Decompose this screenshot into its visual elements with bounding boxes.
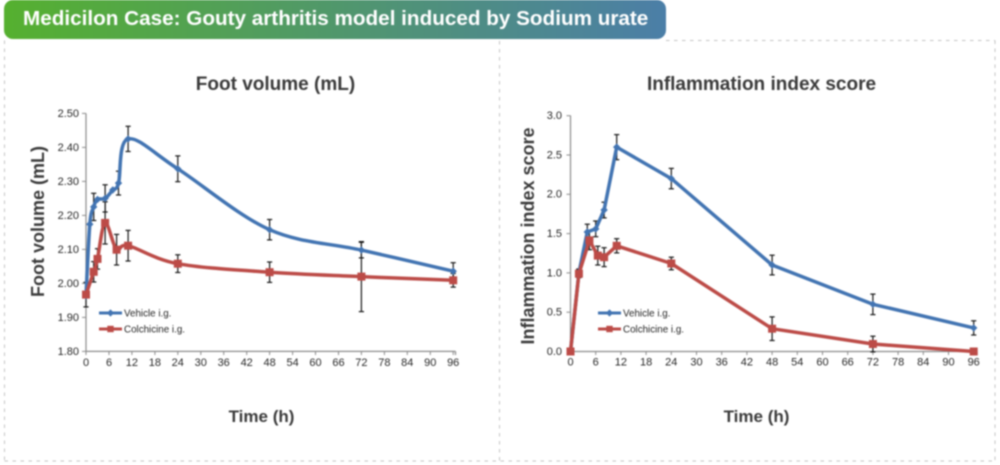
svg-text:Time (h): Time (h) (229, 407, 295, 426)
svg-text:84: 84 (917, 357, 929, 369)
svg-text:90: 90 (942, 357, 954, 369)
svg-text:Foot volume (mL): Foot volume (mL) (28, 146, 48, 297)
svg-text:1.90: 1.90 (58, 312, 79, 324)
svg-text:66: 66 (842, 357, 854, 369)
svg-text:3.0: 3.0 (547, 110, 562, 122)
svg-text:2.0: 2.0 (547, 189, 562, 201)
svg-text:2.5: 2.5 (547, 149, 562, 161)
svg-text:18: 18 (640, 357, 652, 369)
svg-text:Time (h): Time (h) (724, 407, 790, 426)
svg-text:96: 96 (447, 357, 459, 369)
svg-text:Colchicine i.g.: Colchicine i.g. (623, 325, 684, 336)
svg-text:36: 36 (218, 357, 230, 369)
svg-text:48: 48 (766, 357, 778, 369)
svg-text:0: 0 (567, 357, 573, 369)
svg-text:48: 48 (263, 357, 275, 369)
svg-text:Vehicle i.g.: Vehicle i.g. (124, 309, 171, 320)
svg-text:60: 60 (309, 357, 321, 369)
svg-text:1.0: 1.0 (547, 267, 562, 279)
svg-text:18: 18 (149, 357, 161, 369)
svg-text:12: 12 (615, 357, 627, 369)
svg-text:Colchicine i.g.: Colchicine i.g. (124, 325, 185, 336)
svg-text:54: 54 (791, 357, 803, 369)
svg-text:42: 42 (241, 357, 253, 369)
svg-text:2.30: 2.30 (58, 176, 79, 188)
svg-text:Inflammation index score: Inflammation index score (518, 127, 538, 344)
svg-text:2.20: 2.20 (58, 210, 79, 222)
svg-text:30: 30 (195, 357, 207, 369)
svg-text:2.40: 2.40 (58, 142, 79, 154)
svg-text:2.50: 2.50 (58, 108, 79, 120)
svg-text:78: 78 (378, 357, 390, 369)
svg-text:1.5: 1.5 (547, 228, 562, 240)
svg-text:54: 54 (286, 357, 298, 369)
svg-text:2.10: 2.10 (58, 244, 79, 256)
svg-text:6: 6 (593, 357, 599, 369)
svg-text:0.5: 0.5 (547, 307, 562, 319)
svg-text:2.00: 2.00 (58, 278, 79, 290)
svg-text:60: 60 (816, 357, 828, 369)
svg-text:90: 90 (424, 357, 436, 369)
svg-text:72: 72 (355, 357, 367, 369)
svg-text:1.80: 1.80 (58, 346, 79, 358)
svg-text:6: 6 (106, 357, 112, 369)
svg-text:0: 0 (83, 357, 89, 369)
svg-text:Vehicle i.g.: Vehicle i.g. (623, 309, 670, 320)
svg-text:Foot volume (mL): Foot volume (mL) (196, 74, 355, 95)
svg-text:30: 30 (690, 357, 702, 369)
svg-text:24: 24 (665, 357, 677, 369)
svg-text:Inflammation index score: Inflammation index score (647, 74, 876, 95)
svg-text:66: 66 (332, 357, 344, 369)
svg-text:96: 96 (968, 357, 980, 369)
svg-text:12: 12 (126, 357, 138, 369)
svg-text:36: 36 (716, 357, 728, 369)
svg-text:0.0: 0.0 (547, 346, 562, 358)
svg-text:42: 42 (741, 357, 753, 369)
svg-text:84: 84 (401, 357, 413, 369)
svg-text:78: 78 (892, 357, 904, 369)
svg-text:24: 24 (172, 357, 184, 369)
svg-text:72: 72 (867, 357, 879, 369)
